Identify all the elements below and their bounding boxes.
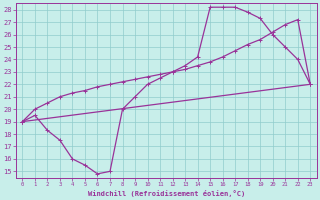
X-axis label: Windchill (Refroidissement éolien,°C): Windchill (Refroidissement éolien,°C) xyxy=(88,190,245,197)
